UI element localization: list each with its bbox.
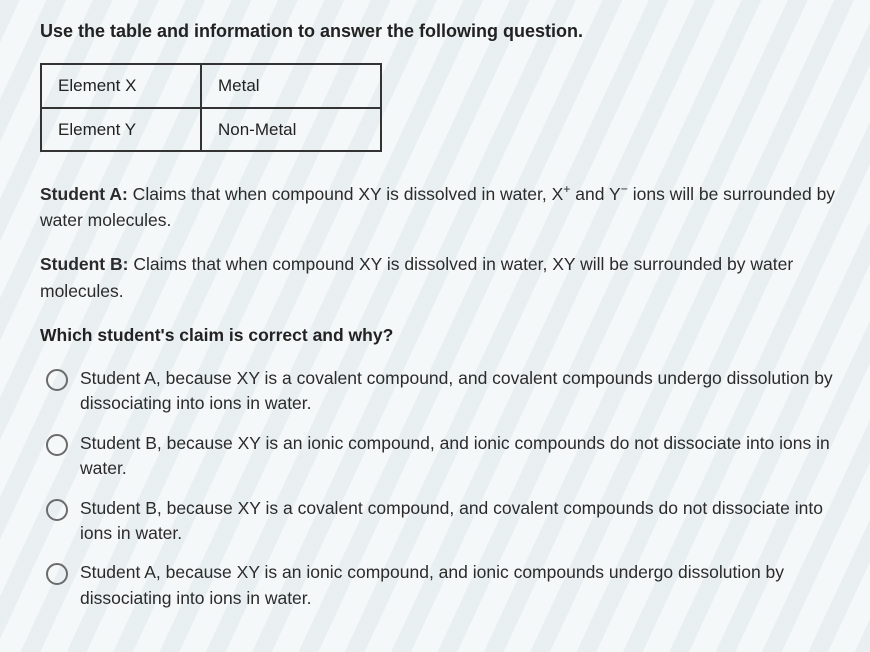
table-row: Element X Metal: [41, 64, 381, 108]
option-text: Student A, because XY is an ionic compou…: [80, 560, 842, 611]
table-row: Element Y Non-Metal: [41, 108, 381, 152]
instruction-text: Use the table and information to answer …: [40, 18, 842, 45]
option-text: Student B, because XY is a covalent comp…: [80, 496, 842, 547]
radio-button[interactable]: [46, 434, 68, 456]
question-prompt: Which student's claim is correct and why…: [40, 322, 842, 348]
student-b-claim: Student B: Claims that when compound XY …: [40, 251, 842, 304]
table-cell: Element Y: [41, 108, 201, 152]
table-cell: Element X: [41, 64, 201, 108]
radio-button[interactable]: [46, 499, 68, 521]
table-cell: Non-Metal: [201, 108, 381, 152]
student-a-text-pre: Claims that when compound XY is dissolve…: [128, 184, 563, 204]
student-b-label: Student B:: [40, 254, 128, 274]
element-table: Element X Metal Element Y Non-Metal: [40, 63, 382, 152]
sup-minus: −: [621, 182, 628, 196]
option-text: Student A, because XY is a covalent comp…: [80, 366, 842, 417]
option-row: Student A, because XY is an ionic compou…: [46, 560, 842, 611]
radio-button[interactable]: [46, 563, 68, 585]
option-text: Student B, because XY is an ionic compou…: [80, 431, 842, 482]
student-a-label: Student A:: [40, 184, 128, 204]
student-b-text: Claims that when compound XY is dissolve…: [40, 254, 793, 300]
radio-button[interactable]: [46, 369, 68, 391]
option-row: Student B, because XY is a covalent comp…: [46, 496, 842, 547]
options-group: Student A, because XY is a covalent comp…: [40, 366, 842, 611]
table-cell: Metal: [201, 64, 381, 108]
option-row: Student B, because XY is an ionic compou…: [46, 431, 842, 482]
student-a-text-mid: and Y: [570, 184, 620, 204]
student-a-claim: Student A: Claims that when compound XY …: [40, 180, 842, 233]
option-row: Student A, because XY is a covalent comp…: [46, 366, 842, 417]
